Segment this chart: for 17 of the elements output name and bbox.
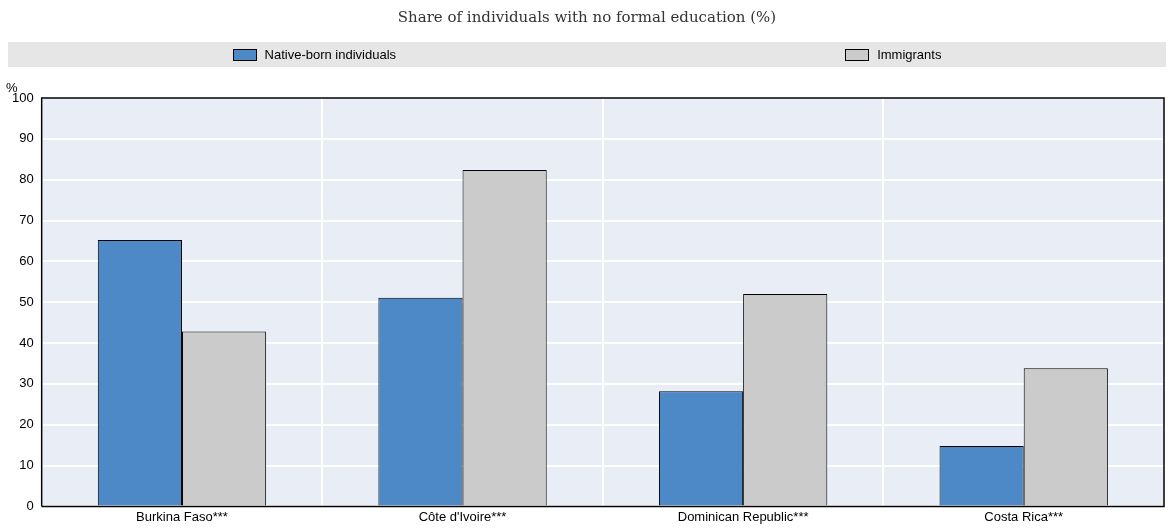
y-tick-label: 50 <box>19 293 34 309</box>
x-tick-label: Burkina Faso*** <box>136 508 228 524</box>
y-tick-label: 30 <box>19 375 34 391</box>
y-tick-label: 90 <box>19 130 34 146</box>
y-tick-label: 0 <box>26 497 34 513</box>
legend-label: Native-born individuals <box>264 47 397 62</box>
y-tick-label: 40 <box>19 334 34 350</box>
y-tick-label: 70 <box>19 212 34 228</box>
legend-label: Immigrants <box>877 47 942 62</box>
y-tick-label: 10 <box>19 457 34 473</box>
x-tick-label: Côte d'Ivoire*** <box>418 508 507 524</box>
y-tick-label: 80 <box>19 171 34 187</box>
x-tick-label: Dominican Republic*** <box>677 508 809 524</box>
x-tick-label: Costa Rica*** <box>984 508 1064 524</box>
chart-title: Share of individuals with no formal education (%) <box>396 8 778 26</box>
y-tick-label: 60 <box>19 252 34 268</box>
y-tick-label: 20 <box>19 416 34 432</box>
